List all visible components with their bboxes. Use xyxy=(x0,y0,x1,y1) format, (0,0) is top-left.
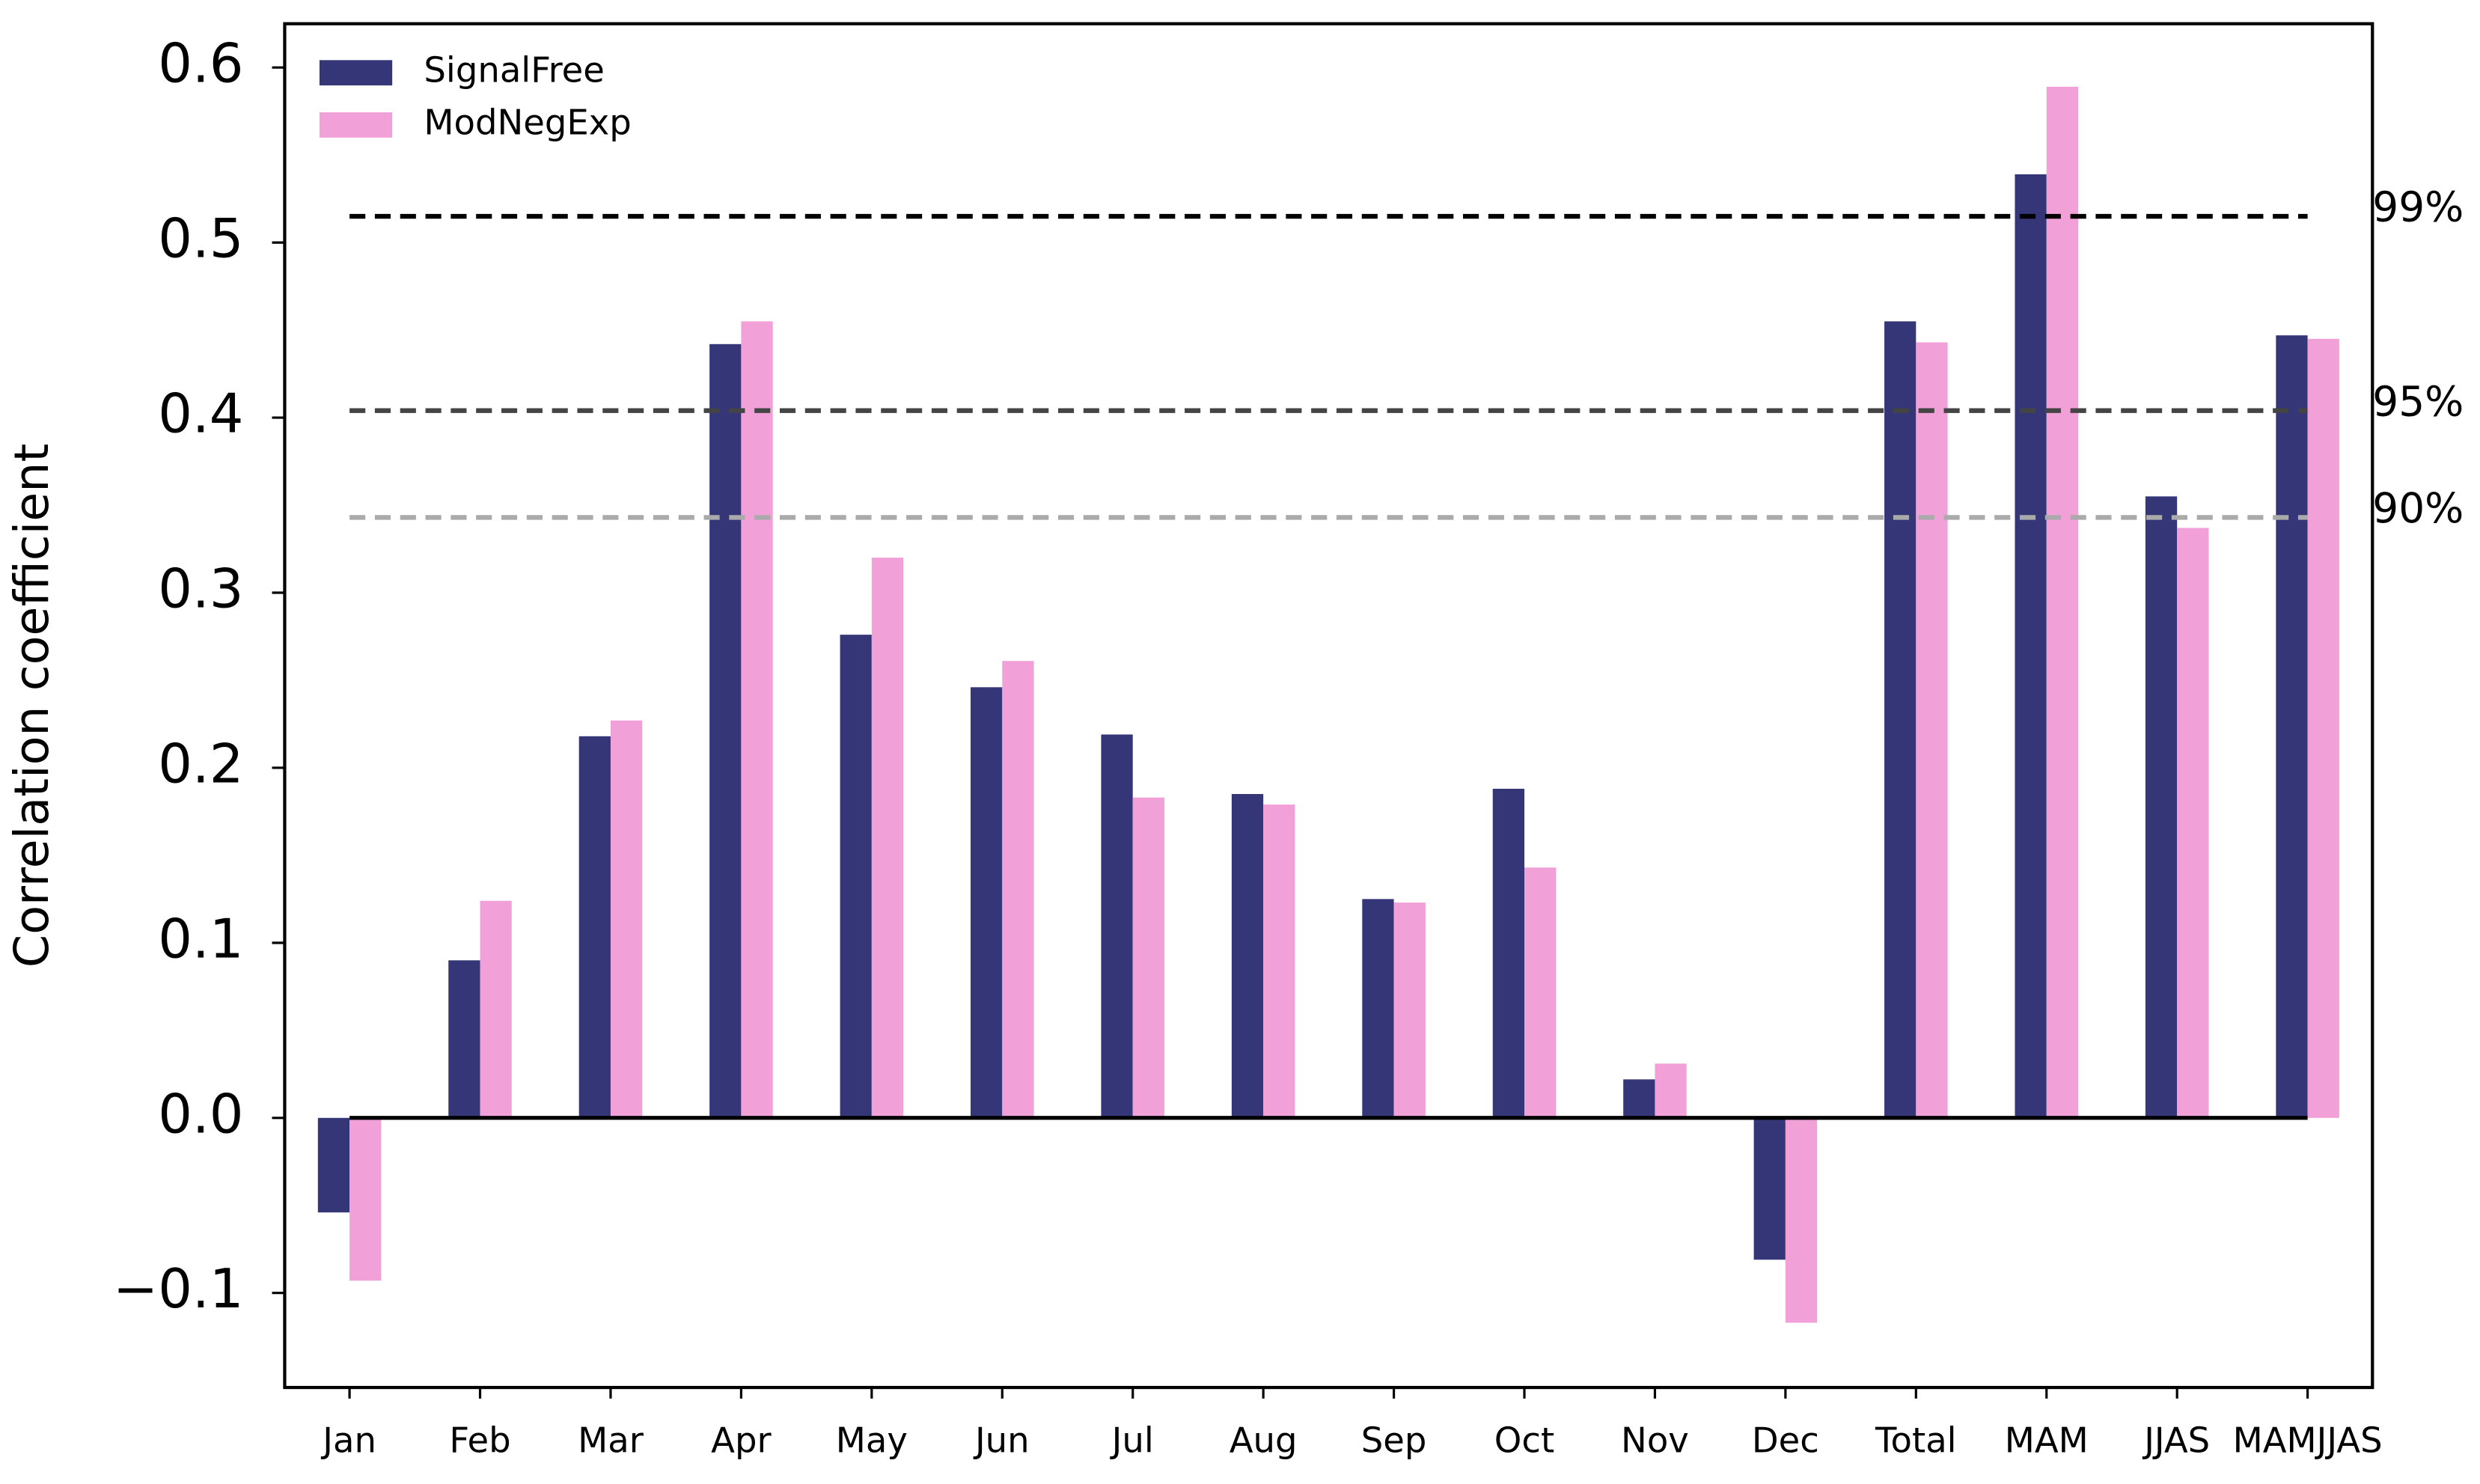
bar xyxy=(480,900,512,1118)
x-tick-label: Jul xyxy=(1110,1420,1154,1461)
bar xyxy=(1524,867,1557,1118)
bar xyxy=(1785,1117,1818,1323)
bar xyxy=(1101,734,1133,1118)
x-tick-label: Sep xyxy=(1361,1420,1427,1461)
bar xyxy=(610,720,643,1118)
x-tick-label: Jun xyxy=(973,1420,1030,1461)
x-tick-label: Apr xyxy=(711,1420,772,1461)
x-tick-label: Feb xyxy=(449,1420,510,1461)
x-tick-label: May xyxy=(836,1420,908,1461)
bar xyxy=(578,736,611,1118)
bar xyxy=(1492,788,1525,1118)
y-tick-label: −0.1 xyxy=(113,1257,243,1320)
y-axis-label: Correlation coefficient xyxy=(4,444,59,968)
bar xyxy=(970,687,1003,1118)
y-tick-label: 0.2 xyxy=(158,732,243,795)
legend-swatch xyxy=(319,60,393,86)
bar xyxy=(1002,661,1034,1118)
y-tick-label: 0.0 xyxy=(158,1082,243,1145)
y-tick-label: 0.1 xyxy=(158,907,243,970)
threshold-label: 99% xyxy=(2372,183,2464,231)
bar xyxy=(1916,342,1948,1118)
x-tick-label: Mar xyxy=(578,1420,644,1461)
legend-label: SignalFree xyxy=(424,50,604,91)
y-tick-label: 0.6 xyxy=(158,32,243,95)
bar xyxy=(871,558,904,1118)
bar xyxy=(1263,804,1295,1118)
bar xyxy=(2145,496,2178,1118)
bar xyxy=(1132,797,1164,1118)
legend-swatch xyxy=(319,112,393,138)
legend-label: ModNegExp xyxy=(424,103,631,143)
bar xyxy=(1231,794,1264,1118)
bar xyxy=(709,343,742,1118)
x-tick-label: Jan xyxy=(320,1420,376,1461)
x-tick-label: Dec xyxy=(1752,1420,1819,1461)
bar xyxy=(1884,321,1916,1118)
bar xyxy=(1753,1117,1786,1260)
bar xyxy=(2307,338,2339,1118)
threshold-label: 90% xyxy=(2372,484,2464,532)
x-tick-label: Total xyxy=(1875,1420,1957,1461)
bar xyxy=(1393,903,1426,1118)
y-tick-label: 0.4 xyxy=(158,382,243,445)
bar xyxy=(1655,1063,1687,1118)
bar xyxy=(2276,335,2308,1118)
bar xyxy=(2177,528,2209,1118)
bar xyxy=(2015,174,2047,1118)
y-tick-label: 0.5 xyxy=(158,207,243,270)
bar xyxy=(2046,86,2079,1118)
bar xyxy=(448,960,480,1118)
bar xyxy=(840,635,872,1118)
plot-frame xyxy=(283,22,2374,1390)
bar xyxy=(1623,1079,1655,1118)
threshold-label: 95% xyxy=(2372,377,2464,425)
x-tick-label: Nov xyxy=(1621,1420,1689,1461)
y-tick-label: 0.3 xyxy=(158,557,243,620)
x-tick-label: MAM xyxy=(2005,1420,2089,1461)
x-tick-label: Aug xyxy=(1230,1420,1298,1461)
bar xyxy=(317,1117,350,1213)
bar xyxy=(741,321,773,1118)
x-tick-label: JJAS xyxy=(2142,1420,2210,1461)
bar xyxy=(349,1117,382,1281)
x-tick-label: Oct xyxy=(1494,1420,1554,1461)
x-tick-label: MAMJJAS xyxy=(2233,1420,2383,1461)
bar xyxy=(1362,899,1394,1118)
